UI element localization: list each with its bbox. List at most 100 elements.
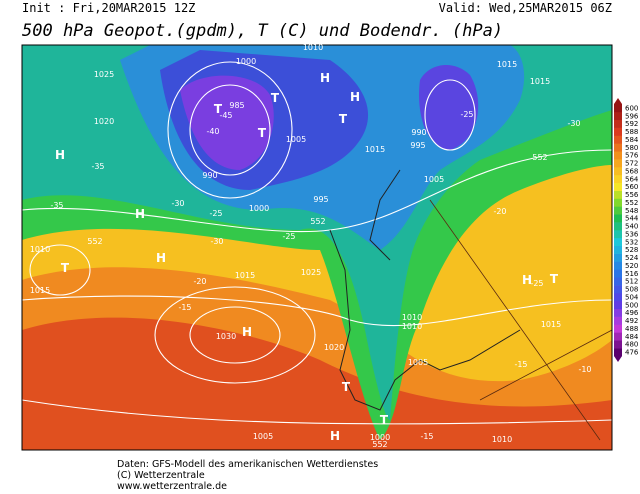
colorbar-label: 592 — [625, 120, 638, 128]
contour-label: 1020 — [324, 343, 344, 352]
colorbar-label: 568 — [625, 167, 638, 175]
colorbar-swatch — [614, 104, 622, 113]
colorbar-swatch — [614, 245, 622, 254]
colorbar-label: 560 — [625, 183, 638, 191]
contour-label: 990 — [202, 171, 217, 180]
contour-label: 1025 — [301, 268, 321, 277]
colorbar-swatch — [614, 324, 622, 333]
contour-label: 1015 — [365, 145, 385, 154]
contour-label: 1010 — [402, 322, 422, 331]
colorbar-label: 488 — [625, 325, 638, 333]
pressure-center: T — [339, 112, 348, 126]
contour-label: 1010 — [30, 245, 50, 254]
colorbar-swatch — [614, 332, 622, 341]
contour-label: -15 — [420, 432, 433, 441]
colorbar-swatch — [614, 198, 622, 207]
init-time: Init : Fri,20MAR2015 12Z — [22, 1, 195, 15]
colorbar-swatch — [614, 285, 622, 294]
colorbar-swatch — [614, 308, 622, 317]
colorbar-swatch — [614, 300, 622, 310]
colorbar-swatch — [614, 135, 622, 144]
contour-label: 1015 — [497, 60, 517, 69]
colorbar-label: 588 — [625, 128, 638, 136]
contour-label: -30 — [210, 237, 223, 246]
colorbar-swatch — [614, 159, 622, 168]
contour-label: -25 — [209, 209, 222, 218]
colorbar-swatch — [614, 237, 622, 247]
colorbar-swatch — [614, 348, 622, 357]
contour-label: 1010 — [402, 313, 422, 322]
contour-label: -35 — [91, 162, 104, 171]
contour-label: 552 — [372, 440, 387, 449]
colorbar-label: 484 — [625, 333, 639, 341]
contour-label: -45 — [219, 111, 232, 120]
footer-copyright: (C) Wetterzentrale — [117, 470, 205, 481]
contour-label: 1005 — [286, 135, 306, 144]
pressure-center: H — [242, 325, 252, 339]
contour-label: 1005 — [408, 358, 428, 367]
contour-label: -20 — [193, 277, 206, 286]
colorbar-swatch — [614, 111, 622, 121]
colorbar-label: 584 — [625, 136, 639, 144]
colorbar-swatch — [614, 277, 622, 286]
pressure-center: H — [55, 148, 65, 162]
colorbar-swatch — [614, 119, 622, 128]
colorbar-swatch — [614, 214, 622, 223]
pressure-center: T — [380, 413, 389, 427]
colorbar-label: 552 — [625, 199, 638, 207]
colorbar-label: 492 — [625, 317, 638, 325]
colorbar-swatch — [614, 293, 622, 302]
colorbar-label: 580 — [625, 144, 638, 152]
colorbar-label: 504 — [625, 293, 639, 301]
colorbar-swatch — [614, 316, 622, 325]
colorbar-label: 564 — [625, 175, 639, 183]
contour-label: 1015 — [530, 77, 550, 86]
colorbar-swatch — [614, 127, 622, 136]
contour-label: -25 — [282, 232, 295, 241]
colorbar-label: 536 — [625, 230, 639, 238]
pressure-center: H — [135, 207, 145, 221]
contour-label: 990 — [411, 128, 426, 137]
colorbar-label: 476 — [625, 349, 639, 357]
colorbar-label: 596 — [625, 112, 639, 120]
colorbar-label: 576 — [625, 152, 639, 160]
colorbar-label: 544 — [625, 215, 639, 223]
pressure-center: H — [350, 90, 360, 104]
pressure-center: T — [550, 272, 559, 286]
colorbar-swatch — [614, 174, 622, 184]
colorbar-swatch — [614, 261, 622, 270]
contour-label: 1000 — [370, 433, 390, 442]
contour-label: 552 — [87, 237, 102, 246]
contour-label: 995 — [313, 195, 328, 204]
colorbar-bottom-arrow — [614, 356, 622, 362]
map-title: 500 hPa Geopot.(gpdm), T (C) und Bodendr… — [22, 21, 503, 41]
footer-data: Daten: GFS-Modell des amerikanischen Wet… — [117, 459, 378, 470]
contour-label: 552 — [310, 217, 325, 226]
colorbar-swatch — [614, 253, 622, 262]
colorbar: 4764804844884924965005045085125165205245… — [614, 98, 639, 362]
contour-label: 995 — [410, 141, 425, 150]
contour-label: 1010 — [303, 43, 323, 52]
pressure-center: H — [522, 273, 532, 287]
colorbar-label: 528 — [625, 246, 638, 254]
pressure-center: T — [258, 126, 267, 140]
colorbar-swatch — [614, 143, 622, 152]
colorbar-label: 572 — [625, 160, 638, 168]
map-area — [21, 44, 613, 451]
colorbar-swatch — [614, 190, 622, 199]
contour-label: 1025 — [94, 70, 114, 79]
colorbar-label: 548 — [625, 207, 638, 215]
valid-time: Valid: Wed,25MAR2015 06Z — [439, 1, 612, 15]
colorbar-label: 524 — [625, 254, 639, 262]
colorbar-label: 556 — [625, 191, 639, 199]
colorbar-label: 496 — [625, 309, 639, 317]
colorbar-top-arrow — [614, 98, 622, 104]
pressure-center: T — [61, 261, 70, 275]
colorbar-label: 532 — [625, 238, 638, 246]
contour-label: -30 — [567, 119, 580, 128]
contour-label: 1005 — [424, 175, 444, 184]
colorbar-swatch — [614, 206, 622, 215]
colorbar-swatch — [614, 230, 622, 239]
pressure-center: H — [320, 71, 330, 85]
